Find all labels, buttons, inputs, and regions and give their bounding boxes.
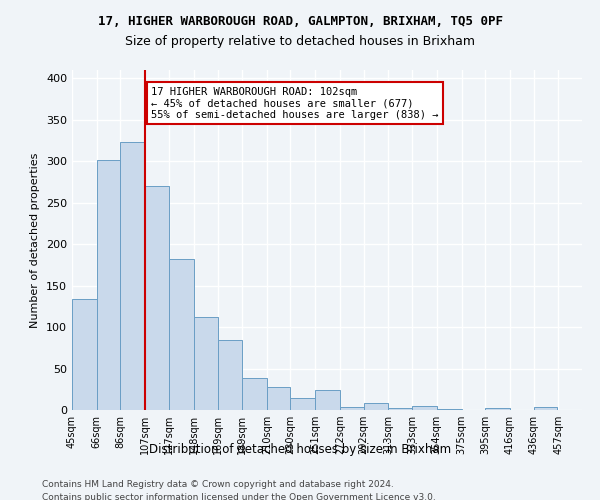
Bar xyxy=(121,142,145,410)
Bar xyxy=(315,390,340,410)
Bar xyxy=(242,378,267,410)
Text: Size of property relative to detached houses in Brixham: Size of property relative to detached ho… xyxy=(125,35,475,48)
Bar xyxy=(437,409,461,410)
Bar xyxy=(412,406,437,410)
Text: Distribution of detached houses by size in Brixham: Distribution of detached houses by size … xyxy=(149,442,451,456)
Bar xyxy=(267,387,290,410)
Bar xyxy=(194,317,218,410)
Bar xyxy=(97,160,121,410)
Bar xyxy=(218,340,242,410)
Bar xyxy=(169,259,194,410)
Text: Contains public sector information licensed under the Open Government Licence v3: Contains public sector information licen… xyxy=(42,492,436,500)
Bar xyxy=(364,402,388,410)
Bar xyxy=(145,186,169,410)
Text: 17, HIGHER WARBOROUGH ROAD, GALMPTON, BRIXHAM, TQ5 0PF: 17, HIGHER WARBOROUGH ROAD, GALMPTON, BR… xyxy=(97,15,503,28)
Bar xyxy=(388,408,412,410)
Y-axis label: Number of detached properties: Number of detached properties xyxy=(31,152,40,328)
Bar xyxy=(485,408,510,410)
Text: 17 HIGHER WARBOROUGH ROAD: 102sqm
← 45% of detached houses are smaller (677)
55%: 17 HIGHER WARBOROUGH ROAD: 102sqm ← 45% … xyxy=(151,86,439,120)
Text: Contains HM Land Registry data © Crown copyright and database right 2024.: Contains HM Land Registry data © Crown c… xyxy=(42,480,394,489)
Bar xyxy=(533,406,557,410)
Bar xyxy=(340,406,364,410)
Bar xyxy=(290,398,315,410)
Bar xyxy=(72,299,97,410)
